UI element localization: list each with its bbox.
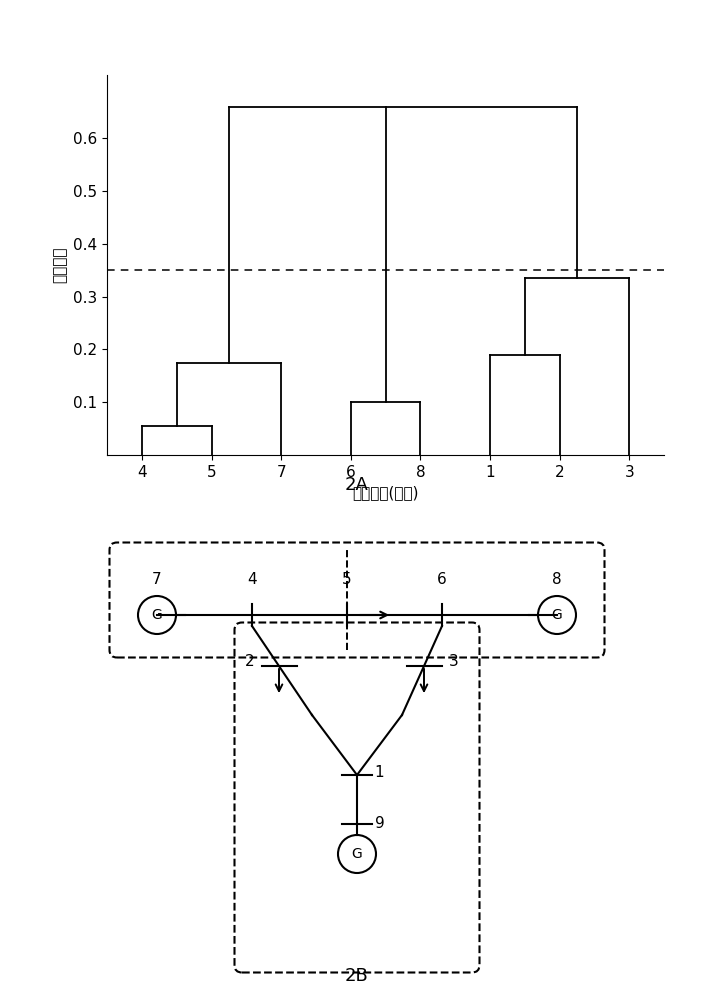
Text: 1: 1 (375, 765, 384, 780)
Text: G: G (151, 608, 162, 622)
X-axis label: 分区对象(节点): 分区对象(节点) (352, 485, 419, 500)
Text: 9: 9 (375, 816, 384, 832)
Y-axis label: 合并距离: 合并距离 (53, 247, 68, 283)
Text: 5: 5 (342, 572, 352, 588)
Text: 6: 6 (437, 572, 447, 588)
Text: 2B: 2B (345, 967, 369, 985)
Text: 3: 3 (449, 654, 459, 669)
Text: 4: 4 (247, 572, 257, 588)
Text: 2A: 2A (345, 476, 369, 494)
Text: G: G (351, 847, 363, 861)
Text: 2: 2 (244, 654, 254, 669)
Text: G: G (552, 608, 563, 622)
Text: 8: 8 (552, 572, 562, 588)
Text: 7: 7 (152, 572, 162, 588)
